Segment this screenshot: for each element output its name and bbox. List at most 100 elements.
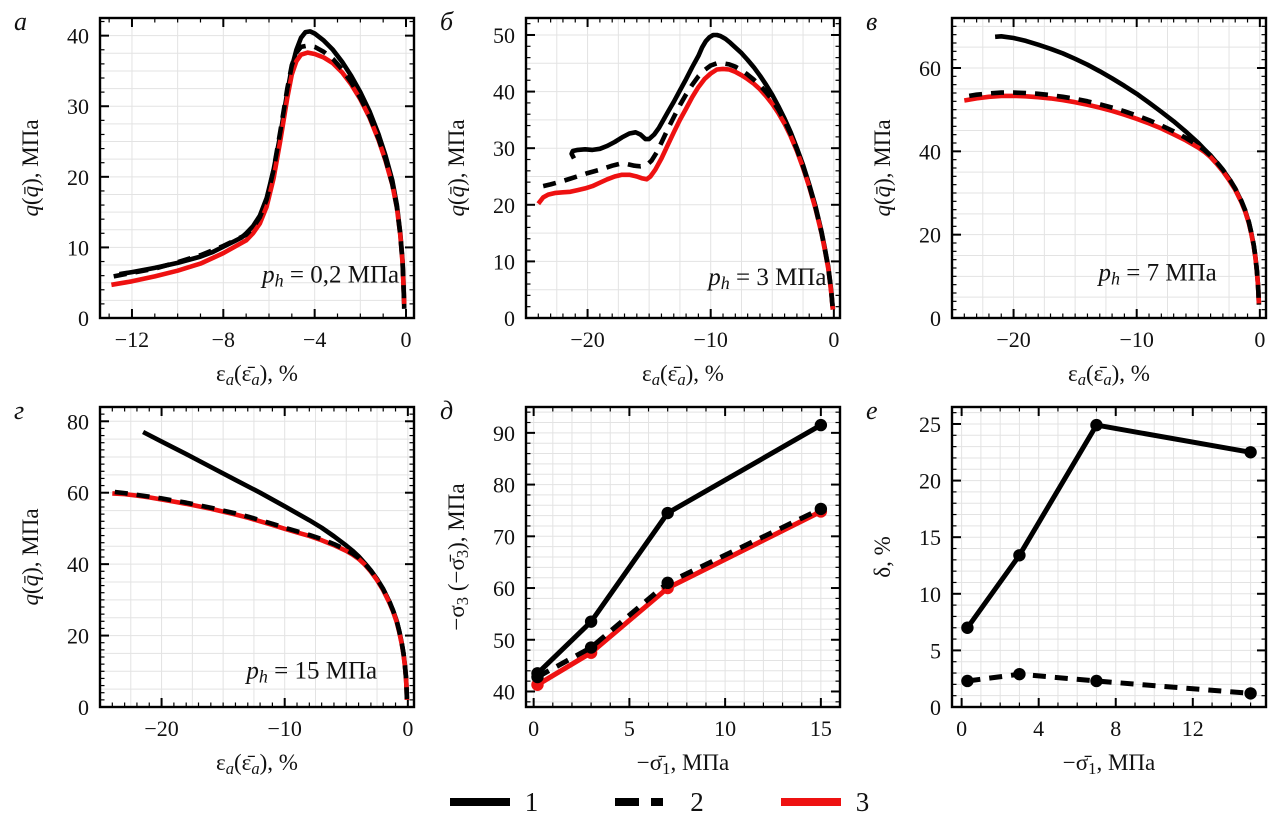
- data-point: [961, 621, 974, 634]
- y-tick-label: 40: [493, 80, 515, 105]
- plot-frame: [524, 405, 842, 709]
- legend-item-3: 3: [780, 786, 870, 818]
- y-tick-label: 60: [919, 56, 941, 81]
- x-axis-label: −σ̄1, МПа: [1063, 750, 1155, 778]
- panel-letter-g: г: [14, 396, 24, 425]
- gridlines: [951, 18, 1266, 319]
- y-axis-label: q(q̄), МПа: [18, 119, 43, 216]
- legend-label: 3: [855, 786, 870, 817]
- panel-b: −20 −10 0 0 10 20 30 40 50 εa(ε̄a), % q(q̄), МПа б p…: [426, 0, 852, 389]
- data-point: [1013, 667, 1026, 681]
- series-1: [535, 422, 823, 676]
- chart-v: −20 −10 0 0 20 40 60 εa(ε̄a), % q(q̄), МПа в ph = …: [852, 0, 1278, 389]
- data-point: [584, 641, 598, 654]
- gridlines: [525, 18, 840, 319]
- x-tick-label: −12: [115, 327, 149, 352]
- y-tick-label: 0: [930, 306, 941, 331]
- dashed-line-sample: [615, 798, 676, 806]
- series-3: [536, 509, 823, 687]
- panel-d: 0 5 10 15 40 50 60 70 80 90 −σ̄1, МПа −σ3 (−σ̄3), М…: [426, 389, 852, 778]
- x-tick-label: −20: [996, 327, 1030, 352]
- plot-frame: [98, 16, 416, 320]
- data-point: [1090, 418, 1103, 432]
- ticks: [952, 407, 1266, 708]
- solid-line-sample: [780, 798, 841, 806]
- y-tick-label: 20: [919, 223, 941, 248]
- plot-frame: [950, 16, 1268, 320]
- x-tick-label: −4: [303, 327, 326, 352]
- plot-frame: [524, 16, 842, 320]
- panel-letter-e: е: [866, 396, 878, 425]
- annotation-b: ph = 3 МПа: [706, 264, 826, 293]
- y-tick-label: 0: [78, 306, 89, 331]
- y-axis-label: q(q̄), МПа: [444, 119, 469, 216]
- x-tick-label: −10: [693, 327, 727, 352]
- y-tick-label: 60: [67, 481, 89, 506]
- y-axis-label: q(q̄), МПа: [870, 119, 895, 216]
- y-tick-label: 0: [78, 695, 89, 720]
- y-tick-label: 60: [493, 576, 515, 601]
- data-point: [661, 506, 674, 520]
- y-tick-label: 20: [67, 624, 89, 649]
- y-tick-label: 80: [67, 409, 89, 434]
- data-point: [661, 576, 674, 590]
- x-tick-label: −20: [144, 716, 178, 741]
- series-3: [963, 93, 1262, 304]
- x-tick-label: −8: [212, 327, 235, 352]
- y-tick-label: 10: [67, 235, 89, 260]
- x-axis-label: εa(ε̄a), %: [1068, 361, 1150, 389]
- series-2: [536, 506, 822, 680]
- y-tick-label: 0: [930, 695, 941, 720]
- y-tick-label: 15: [919, 525, 941, 550]
- x-tick-label: 8: [1110, 716, 1121, 741]
- panel-letter-a: а: [14, 7, 27, 36]
- data-point: [1090, 674, 1103, 688]
- y-tick-label: 20: [919, 469, 941, 494]
- series-2: [968, 90, 1262, 305]
- data-point: [531, 670, 544, 684]
- y-tick-label: 40: [919, 139, 941, 164]
- plot-frame: [950, 405, 1268, 709]
- plot-frame: [98, 405, 416, 709]
- x-tick-label: 4: [1033, 716, 1044, 741]
- y-tick-label: 0: [504, 306, 515, 331]
- x-axis-label: −σ̄1, МПа: [637, 750, 729, 778]
- x-tick-label: 12: [1182, 716, 1204, 741]
- x-tick-label: 5: [624, 716, 635, 741]
- y-axis-label: q(q̄), МПа: [18, 508, 43, 605]
- data-point: [814, 502, 828, 516]
- gridlines: [526, 407, 841, 707]
- series-1: [965, 422, 1252, 630]
- panel-letter-v: в: [866, 7, 877, 36]
- chart-d: 0 5 10 15 40 50 60 70 80 90 −σ̄1, МПа −σ3 (−σ̄3), М…: [426, 389, 852, 778]
- y-tick-label: 40: [493, 679, 515, 704]
- legend-label: 2: [690, 786, 704, 817]
- x-tick-label: 0: [401, 327, 412, 352]
- panel-letter-b: б: [440, 7, 454, 36]
- series-3: [536, 66, 836, 310]
- y-tick-label: 40: [67, 24, 89, 49]
- x-tick-label: −20: [570, 327, 604, 352]
- y-tick-label: 30: [67, 94, 89, 119]
- y-tick-label: 90: [493, 421, 515, 446]
- data-point: [584, 615, 598, 628]
- charts-grid: −12 −8 −4 0 0 10 20 30 40 εa(ε̄a), % q(q̄), МПа а ph…: [0, 0, 1278, 778]
- annotation-a: ph = 0,2 МПа: [260, 262, 399, 291]
- x-tick-label: −10: [1119, 327, 1153, 352]
- y-tick-label: 10: [493, 249, 515, 274]
- x-tick-label: 0: [828, 327, 839, 352]
- y-tick-label: 20: [67, 165, 89, 190]
- data-point: [1244, 446, 1257, 459]
- x-tick-label: 0: [1254, 327, 1265, 352]
- solid-line-sample: [449, 798, 510, 806]
- legend-item-2: 2: [614, 787, 704, 818]
- series-2: [114, 489, 410, 700]
- panel-letter-d: д: [440, 396, 453, 425]
- series-2: [542, 60, 836, 311]
- panel-v: −20 −10 0 0 20 40 60 εa(ε̄a), % q(q̄), МПа в ph = …: [852, 0, 1278, 389]
- series-2: [113, 43, 407, 309]
- data-point: [814, 418, 828, 432]
